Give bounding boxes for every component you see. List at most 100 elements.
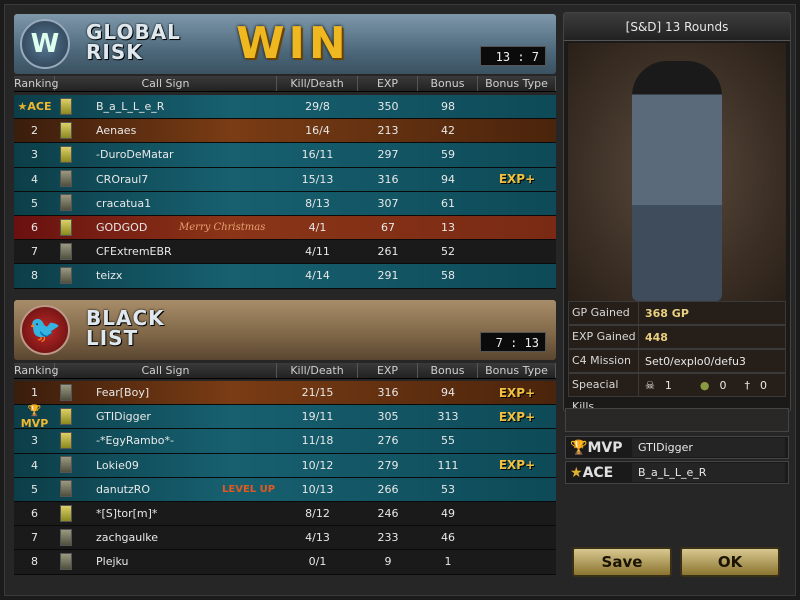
- kill-death: 8/13: [305, 196, 330, 210]
- call-sign: *[S]tor[m]*: [96, 507, 158, 521]
- player-row[interactable]: 6 GODGOD Merry Christmas 4/1 67 13: [14, 215, 556, 241]
- stat-c4: C4 Mission Set0/explo0/defu3: [568, 349, 786, 373]
- exp: 9: [384, 555, 392, 569]
- rank-badge-icon: [55, 504, 77, 523]
- ok-button[interactable]: OK: [680, 547, 780, 577]
- kill-death: 10/13: [301, 482, 334, 496]
- rank-value: 1: [31, 386, 38, 400]
- rank-value: 7: [31, 531, 38, 545]
- call-sign: Fear[Boy]: [96, 386, 150, 400]
- level-up-badge: LEVEL UP: [222, 483, 276, 495]
- bonus: 111: [437, 458, 459, 472]
- win-label: WIN: [236, 18, 350, 69]
- rank-badge-icon: [55, 456, 77, 474]
- stat-special-kills: Speacial Kills ☠ 1 ● 0 † 0: [568, 373, 786, 413]
- stat-value: 448: [645, 330, 668, 344]
- bonus: 98: [441, 100, 455, 114]
- black-list-emblem-icon: 🐦: [20, 305, 70, 355]
- rank: ★ACE: [14, 100, 55, 113]
- exp: 297: [377, 148, 399, 162]
- player-row[interactable]: 3 -*EgyRambo*- 11/18 276 55: [14, 429, 556, 454]
- call-sign: Lokie09: [96, 458, 139, 472]
- exp: 350: [377, 100, 399, 114]
- column-header: Call Sign: [55, 363, 277, 378]
- bonus: 13: [441, 221, 455, 235]
- call-sign: CROraul7: [96, 172, 149, 186]
- kill-death: 10/12: [301, 458, 334, 472]
- team-name-line2: RISK: [86, 40, 143, 64]
- exp: 246: [377, 507, 399, 521]
- mvp-name: GTIDigger: [632, 438, 785, 457]
- rank: 🏆MVP: [14, 404, 55, 430]
- rank-value: ACE: [27, 100, 52, 114]
- stat-label: C4 Mission: [569, 350, 639, 372]
- player-row[interactable]: 5 danutzRO LEVEL UP 10/13 266 53: [14, 477, 556, 502]
- player-row[interactable]: 1 Fear[Boy] 21/15 316 94 EXP+: [14, 381, 556, 406]
- merry-christmas-banner: Merry Christmas: [179, 222, 266, 234]
- bonus: 94: [441, 172, 455, 186]
- kill-death: 15/13: [301, 172, 334, 186]
- player-row[interactable]: ★ACE B_a_L_L_e_R 29/8 350 98: [14, 95, 556, 120]
- exp: 279: [377, 458, 399, 472]
- rank: 7: [14, 531, 55, 544]
- bonus: 313: [437, 410, 459, 424]
- rank: 8: [14, 555, 55, 568]
- save-button[interactable]: Save: [572, 547, 672, 577]
- knife-count: 0: [759, 378, 767, 392]
- rank-badge-icon: [55, 528, 77, 547]
- player-row[interactable]: 2 Aenaes 16/4 213 42: [14, 119, 556, 144]
- table-header: Ranking Call Sign Kill/Death EXP Bonus Bonus …: [14, 76, 556, 92]
- team-score: 13 : 7: [480, 46, 546, 66]
- rank-value: 4: [31, 458, 38, 472]
- rank-badge-icon: [55, 218, 77, 237]
- stat-value: Set0/explo0/defu3: [645, 354, 746, 368]
- mvp-label: MVP: [587, 439, 623, 456]
- rank-value: 2: [31, 124, 38, 138]
- rank: 1: [14, 386, 55, 399]
- player-row[interactable]: 4 Lokie09 10/12 279 111 EXP+: [14, 453, 556, 478]
- bonus: 52: [441, 245, 455, 259]
- player-row[interactable]: 8 Plejku 0/1 9 1: [14, 550, 556, 575]
- call-sign: -*EgyRambo*-: [96, 434, 174, 448]
- bonus: 42: [441, 124, 455, 138]
- player-row[interactable]: 8 teizx 4/14 291 58: [14, 264, 556, 289]
- exp: 305: [377, 410, 399, 424]
- bonus-type: EXP+: [498, 458, 536, 473]
- character-portrait: [568, 43, 786, 301]
- ace-award: ★ACE B_a_L_L_e_R: [565, 461, 789, 484]
- grenade-count: 0: [719, 378, 727, 392]
- call-sign: B_a_L_L_e_R: [96, 100, 165, 114]
- team-name-line1: BLACK: [86, 306, 165, 330]
- rank-value: MVP: [20, 416, 49, 430]
- rank-value: 8: [31, 269, 38, 283]
- stat-gp: GP Gained 368 GP: [568, 301, 786, 325]
- call-sign: teizx: [96, 269, 123, 283]
- player-row[interactable]: 7 zachgaulke 4/13 233 46: [14, 526, 556, 551]
- player-row[interactable]: 4 CROraul7 15/13 316 94 EXP+: [14, 167, 556, 192]
- exp: 316: [377, 172, 399, 186]
- team-name: GLOBAL RISK: [86, 22, 181, 62]
- rank: 5: [14, 483, 55, 496]
- rank-badge-icon: [55, 194, 77, 212]
- knife-icon: †: [744, 378, 750, 392]
- player-row[interactable]: 3 -DuroDeMatar 16/11 297 59: [14, 143, 556, 168]
- stat-value: 368 GP: [645, 306, 689, 320]
- stat-label: EXP Gained: [569, 326, 639, 348]
- column-header: Ranking: [14, 363, 59, 378]
- player-row[interactable]: 5 cracatua1 8/13 307 61: [14, 191, 556, 216]
- rank-value: 5: [31, 482, 38, 496]
- grenade-icon: ●: [699, 378, 710, 392]
- bonus: 46: [441, 531, 455, 545]
- rank: 5: [14, 197, 55, 210]
- exp: 291: [377, 269, 399, 283]
- rank-value: 8: [31, 555, 38, 569]
- exp: 276: [377, 434, 399, 448]
- player-row[interactable]: 🏆MVP GTIDigger 19/11 305 313 EXP+: [14, 404, 556, 430]
- rank-badge-icon: [55, 431, 77, 450]
- player-row[interactable]: 6 *[S]tor[m]* 8/12 246 49: [14, 501, 556, 527]
- rank-badge-icon: [55, 97, 77, 116]
- call-sign: Aenaes: [96, 124, 137, 138]
- exp: 67: [381, 221, 395, 235]
- rank-badge-icon: [55, 552, 77, 571]
- player-row[interactable]: 7 CFExtremEBR 4/11 261 52: [14, 240, 556, 265]
